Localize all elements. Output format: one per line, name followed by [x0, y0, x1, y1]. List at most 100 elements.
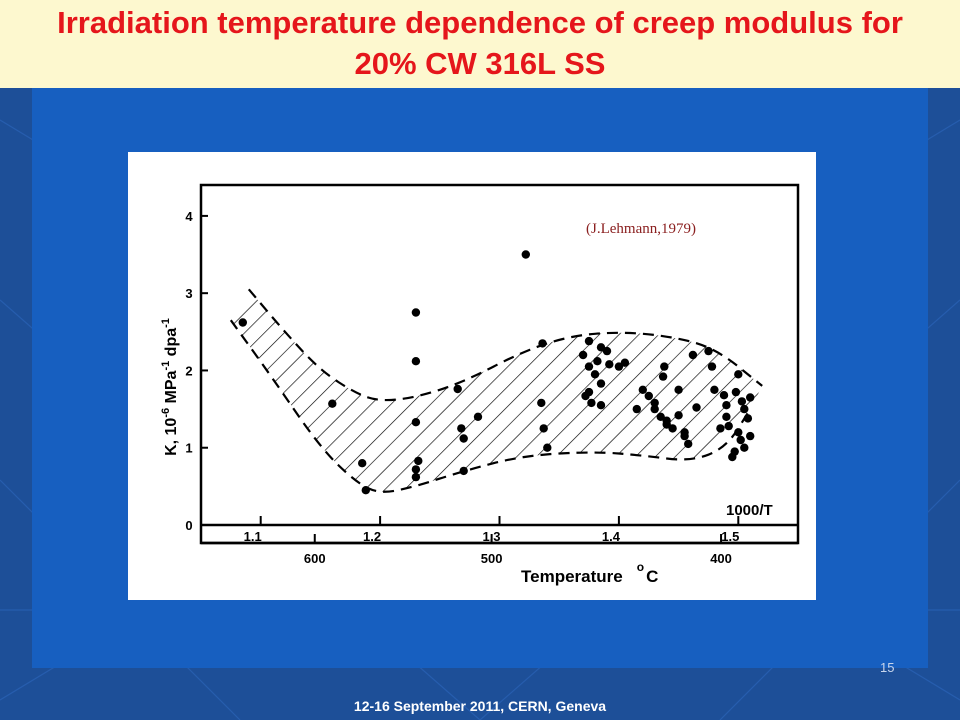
y-label-base: 10 — [163, 418, 180, 436]
x-axis-unit-sup: o — [637, 560, 644, 574]
data-point — [743, 414, 753, 423]
temperature-tick-label: 500 — [481, 551, 503, 566]
data-point — [358, 459, 367, 468]
data-point — [662, 420, 671, 429]
data-point — [658, 372, 668, 381]
y-label-exp3: -1 — [160, 318, 172, 328]
x-axis-label: Temperature o C — [521, 560, 658, 586]
data-point — [736, 435, 745, 445]
y-label-dpa: dpa — [163, 328, 180, 357]
y-tick-label: 4 — [185, 209, 193, 224]
data-point — [719, 391, 729, 400]
data-point — [614, 362, 624, 371]
y-tick-label: 0 — [185, 518, 192, 533]
data-point — [704, 346, 713, 356]
data-point — [731, 387, 741, 397]
y-tick-label: 3 — [185, 286, 192, 301]
data-point — [411, 472, 421, 482]
data-point — [734, 370, 743, 379]
data-point — [632, 404, 641, 414]
data-point — [578, 350, 588, 360]
data-point — [644, 391, 653, 401]
temperature-tick-label: 600 — [304, 551, 326, 566]
data-point — [605, 360, 614, 369]
source-annotation: (J.Lehmann,1979) — [586, 221, 696, 237]
data-point — [537, 398, 546, 408]
x-top-axis-label: 1000/T — [726, 502, 773, 519]
temperature-tick-label: 400 — [710, 551, 732, 566]
slide-title: Irradiation temperature dependence of cr… — [57, 5, 903, 81]
data-point — [411, 465, 421, 474]
data-point — [538, 339, 547, 348]
data-point — [724, 421, 733, 431]
data-point — [638, 385, 647, 394]
y-axis-label: K, 10-6 MPa-1 dpa-1 — [160, 318, 180, 456]
data-point — [674, 411, 683, 420]
data-point — [581, 391, 590, 401]
data-point — [740, 443, 749, 452]
data-point — [734, 428, 743, 437]
inverse-temperature-tick-label: 1.5 — [721, 529, 739, 544]
data-point — [411, 308, 421, 317]
data-point — [596, 343, 606, 352]
data-point — [584, 362, 594, 371]
y-label-exp1: -6 — [160, 408, 172, 418]
data-point — [650, 404, 659, 414]
inverse-temperature-tick-label: 1.1 — [244, 529, 262, 544]
data-point — [587, 398, 596, 408]
data-point — [596, 401, 606, 410]
footer-text: 12-16 September 2011, CERN, Geneva — [353, 698, 607, 714]
data-point — [674, 385, 683, 394]
data-point — [684, 439, 693, 449]
band-upper-bound — [247, 288, 763, 402]
svg-text:K, 10-6 MPa-1 dpa-1: K, 10-6 MPa-1 dpa-1 — [160, 318, 180, 456]
data-point — [737, 397, 747, 406]
band-lower-bound — [229, 319, 752, 493]
data-point — [521, 250, 530, 259]
data-point — [584, 336, 594, 346]
data-point — [593, 357, 602, 366]
data-point — [459, 466, 468, 476]
inverse-temperature-tick-label: 1.4 — [602, 529, 621, 544]
data-point — [746, 393, 755, 402]
scatter-band-hatch — [230, 289, 763, 492]
data-point — [650, 398, 659, 408]
data-point — [590, 370, 600, 379]
data-point — [328, 399, 337, 408]
data-point — [740, 404, 749, 414]
data-point — [746, 431, 755, 441]
data-point — [680, 431, 689, 441]
data-point — [411, 357, 421, 366]
data-point — [453, 384, 462, 394]
data-point — [692, 403, 701, 412]
slide-number: 15 — [880, 660, 895, 675]
data-point — [539, 424, 548, 433]
data-point — [457, 424, 466, 433]
data-point — [722, 412, 731, 421]
data-point — [716, 424, 725, 433]
y-tick-label: 2 — [185, 363, 192, 378]
data-point — [473, 412, 483, 421]
x-axis-label-text: Temperature — [521, 567, 623, 586]
data-point — [411, 418, 421, 427]
data-point — [656, 412, 665, 421]
y-label-mpa: MPa — [163, 370, 180, 403]
data-point — [361, 486, 370, 495]
y-tick-label: 1 — [185, 441, 192, 456]
inverse-temperature-tick-label: 1.2 — [363, 529, 381, 544]
y-label-k: K, — [163, 440, 180, 456]
data-point — [728, 452, 737, 462]
data-point — [459, 434, 468, 443]
data-point — [602, 346, 612, 356]
data-point — [707, 362, 717, 371]
data-point — [688, 350, 698, 360]
data-point — [660, 362, 669, 371]
data-point — [722, 401, 731, 410]
y-label-exp2: -1 — [160, 361, 172, 371]
data-point — [710, 385, 719, 394]
data-point — [668, 424, 677, 433]
data-point — [238, 318, 247, 327]
data-point — [620, 358, 630, 367]
